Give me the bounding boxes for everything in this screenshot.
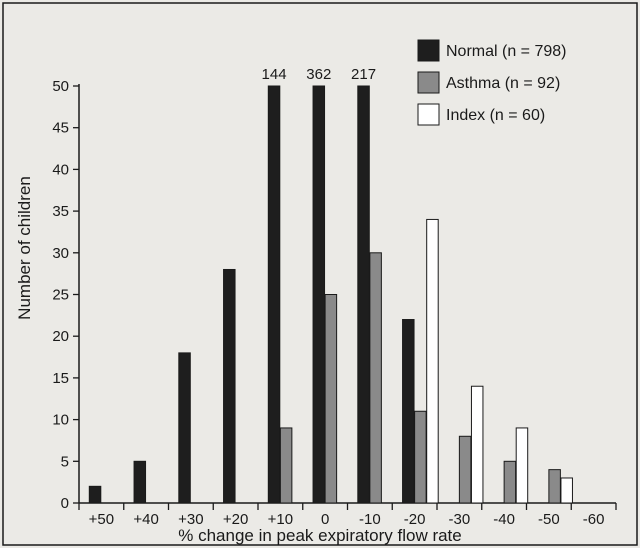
y-tick-label: 30 [52, 245, 69, 262]
x-axis-title: % change in peak expiratory flow rate [178, 526, 462, 545]
x-tick-label: +30 [178, 511, 203, 528]
x-tick-label: +10 [268, 511, 293, 528]
y-axis-title: Number of children [15, 176, 34, 320]
y-tick-label: 50 [52, 78, 69, 95]
legend-swatch [417, 39, 440, 62]
bar-value-label: 217 [351, 66, 376, 83]
legend-label: Index (n = 60) [446, 107, 545, 124]
plot-area: 0 5 10 15 20 25 30 35 40 45 50 +50 +40 +30 +20 +10 0 -10 -… [52, 66, 617, 528]
x-tick-label: 0 [321, 511, 329, 528]
y-tick-label: 5 [61, 453, 69, 470]
bar [414, 410, 427, 504]
y-tick-label: 45 [52, 120, 69, 137]
bar [470, 385, 484, 504]
bar [267, 85, 281, 504]
bar [515, 427, 529, 504]
y-tick-label: 35 [52, 203, 69, 220]
y-tick-label: 25 [52, 287, 69, 304]
bar [458, 435, 472, 504]
y-tick-label: 40 [52, 161, 69, 178]
bar [503, 460, 517, 504]
bar [402, 319, 415, 504]
bar [88, 485, 102, 504]
bar [178, 352, 191, 504]
bar [560, 477, 573, 504]
bar [312, 85, 326, 504]
y-tick-label: 15 [52, 370, 69, 387]
bar [357, 85, 370, 504]
x-tick-label: -40 [493, 511, 515, 528]
legend-label: Asthma (n = 92) [446, 75, 560, 92]
x-tick-label: -10 [359, 511, 381, 528]
legend-label: Normal (n = 798) [446, 43, 567, 60]
x-tick-label: -50 [538, 511, 560, 528]
y-tick-label: 0 [61, 495, 69, 512]
x-tick-label: +50 [89, 511, 114, 528]
x-tick-label: -60 [583, 511, 605, 528]
legend-swatch [417, 103, 440, 126]
bar [223, 268, 236, 504]
bar [548, 469, 561, 504]
bar [133, 460, 147, 504]
bar [426, 218, 439, 504]
y-tick-label: 20 [52, 328, 69, 345]
legend: Normal (n = 798) Asthma (n = 92) Index (n … [417, 39, 567, 126]
x-tick-label: -20 [404, 511, 426, 528]
bar [324, 294, 338, 504]
bar [279, 427, 293, 504]
bar [369, 252, 382, 504]
y-tick-label: 10 [52, 412, 69, 429]
bar-value-label: 362 [306, 66, 331, 83]
legend-swatch [417, 71, 440, 94]
x-tick-label: +40 [133, 511, 158, 528]
x-tick-label: +20 [223, 511, 248, 528]
bar-value-label: 144 [262, 66, 287, 83]
x-tick-label: -30 [449, 511, 471, 528]
